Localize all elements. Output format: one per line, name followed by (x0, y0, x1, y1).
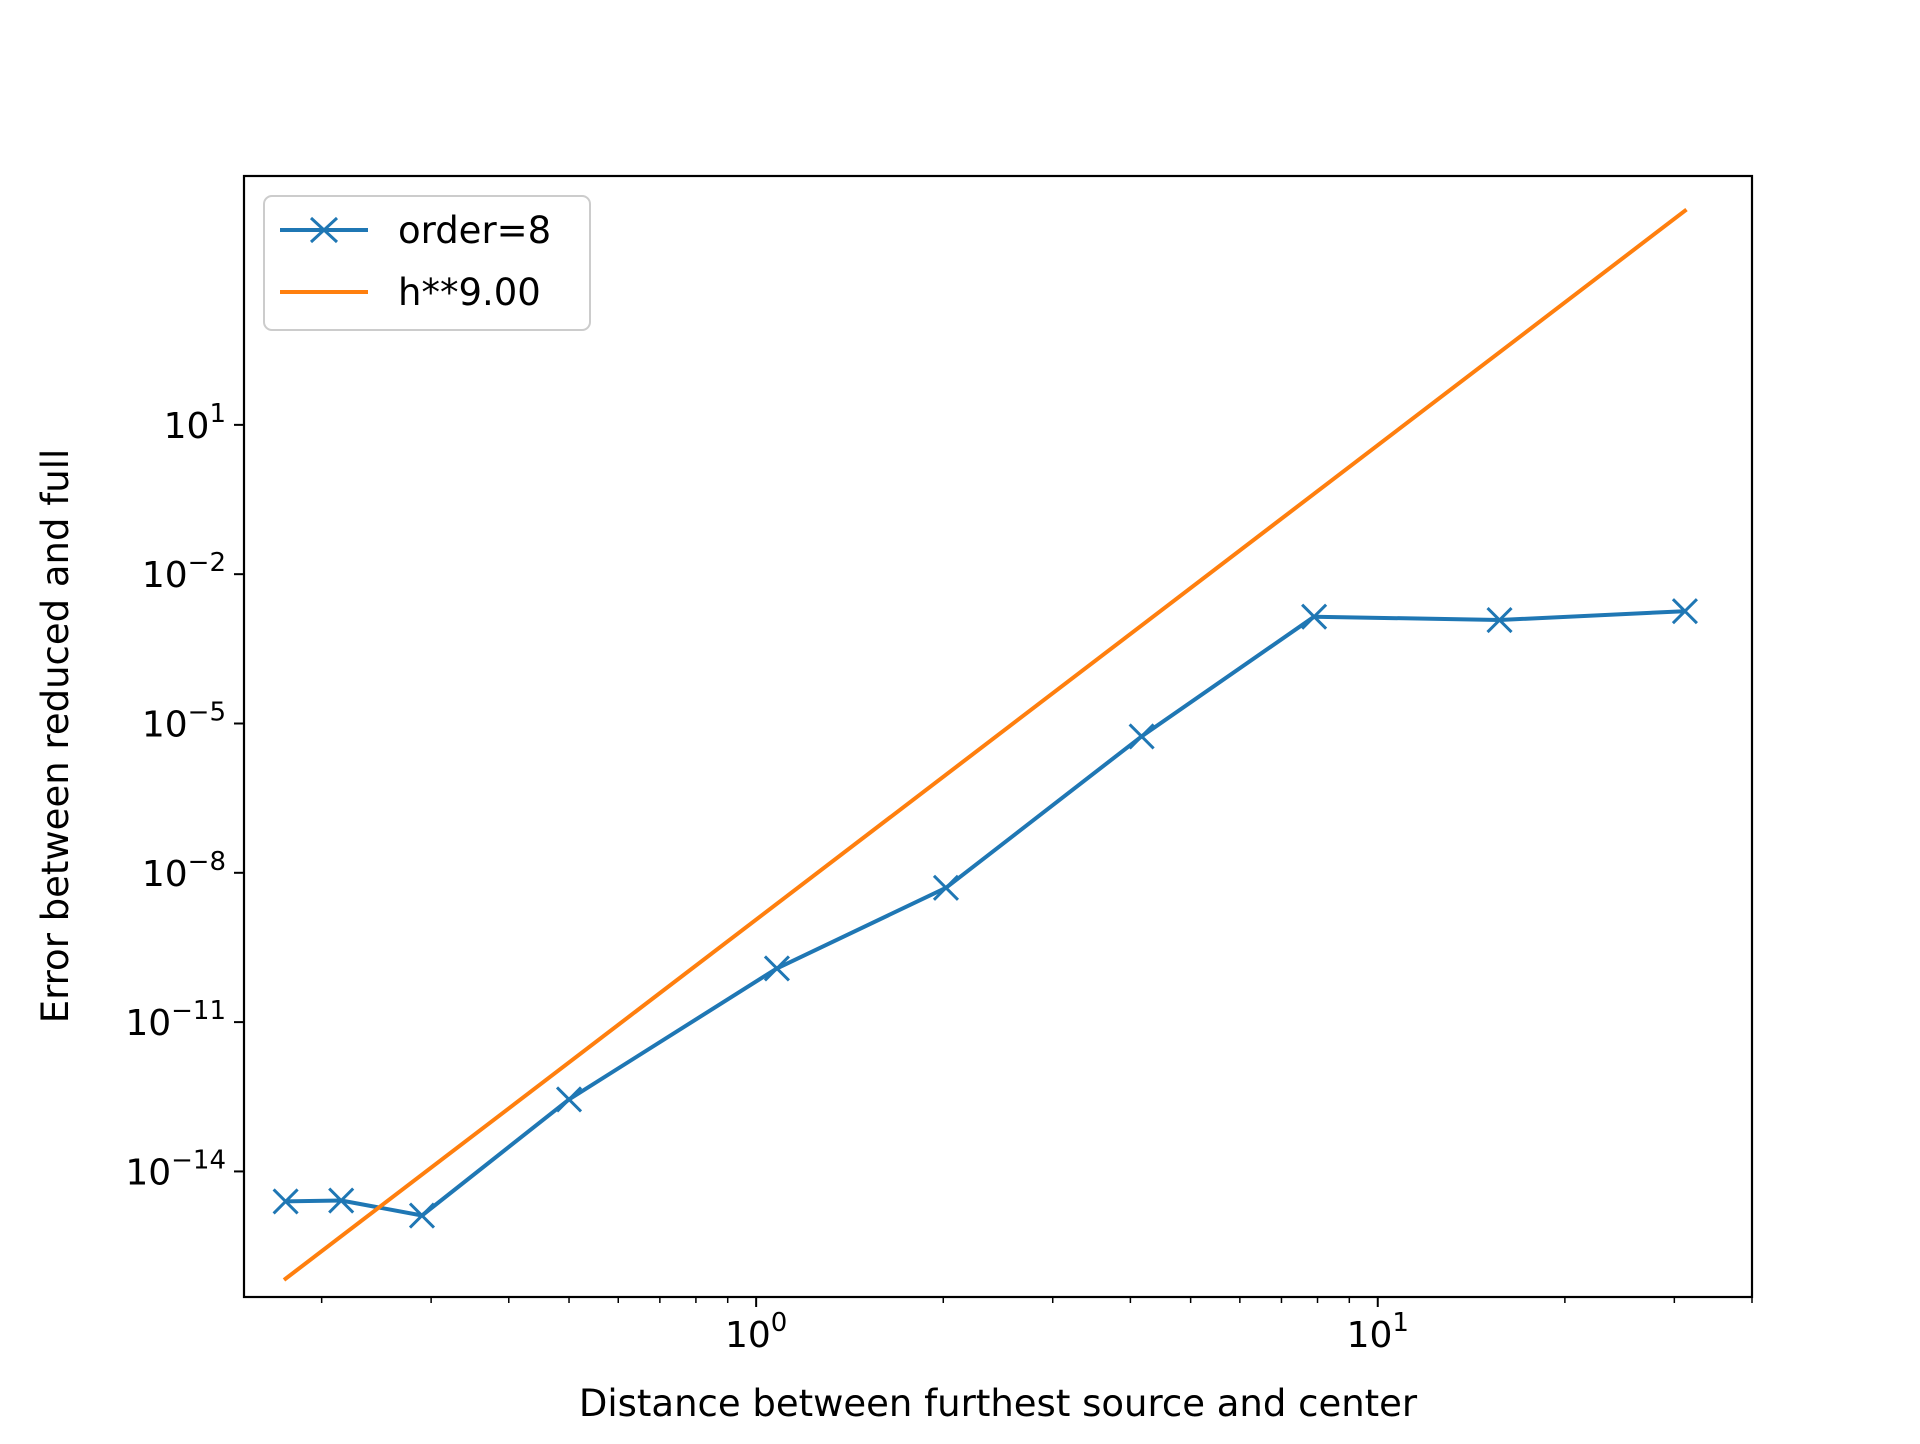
y-tick-label: 10−2 (142, 548, 226, 596)
legend-label-h9: h**9.00 (398, 271, 541, 314)
data-point-x-marker (272, 1188, 299, 1215)
x-axis-label: Distance between furthest source and cen… (579, 1382, 1418, 1425)
plot-data (272, 207, 1698, 1282)
data-point-x-marker (763, 955, 790, 982)
x-tick-label: 101 (1347, 1308, 1409, 1356)
data-point-x-marker (1128, 723, 1155, 750)
series-line-0 (283, 609, 1687, 1218)
data-point-x-marker (1301, 603, 1328, 630)
plot-frame (242, 174, 1754, 1299)
y-tick-label: 101 (164, 399, 226, 447)
legend-label-order8: order=8 (398, 209, 551, 252)
data-point-x-marker (1671, 598, 1698, 625)
y-tick-label: 10−5 (142, 697, 226, 745)
series-line-1 (282, 207, 1688, 1282)
y-tick-label: 10−11 (125, 996, 226, 1044)
data-point-x-marker (555, 1086, 583, 1113)
data-point-x-marker (932, 874, 960, 901)
data-point-x-marker (1486, 606, 1513, 634)
y-axis-label: Error between reduced and full (34, 449, 77, 1024)
y-tick-label: 10−14 (125, 1145, 226, 1193)
axis-ticks: 100 101 101 10−2 10−5 10−8 10−11 10−14 (125, 399, 1753, 1356)
legend: order=8 h**9.00 (263, 195, 591, 331)
y-tick-label: 10−8 (142, 847, 226, 895)
legend-marker-x-icon (309, 216, 339, 244)
data-point-x-marker (328, 1187, 355, 1214)
x-tick-label: 100 (725, 1308, 787, 1356)
data-point-x-marker (408, 1202, 436, 1229)
